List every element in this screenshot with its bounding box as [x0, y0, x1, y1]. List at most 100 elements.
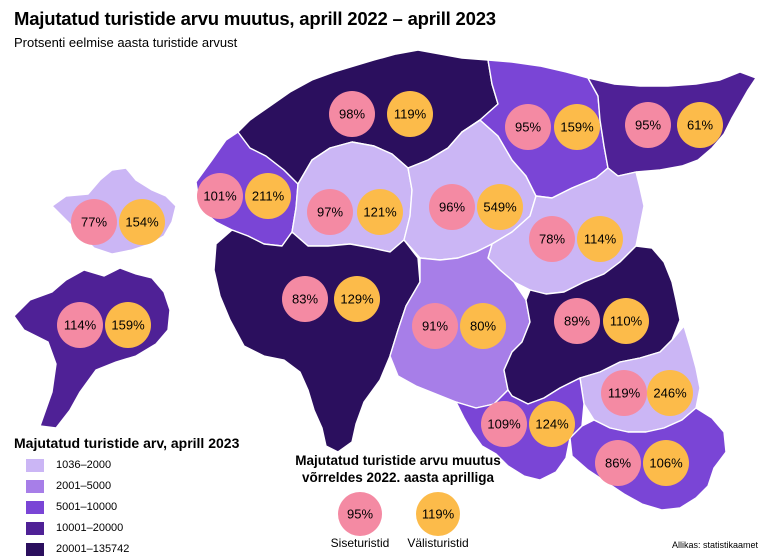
domestic-bubble-parnumaa-label: 83%	[292, 292, 318, 307]
foreign-bubble-vorumaa-circle	[643, 440, 689, 486]
domestic-bubble-polvamaa-circle	[601, 370, 647, 416]
foreign-bubble-saaremaa-label: 159%	[111, 318, 145, 333]
legend-domestic-bubble: 95%	[338, 492, 382, 536]
foreign-bubble-saaremaa-circle	[105, 302, 151, 348]
foreign-bubble-polvamaa: 246%	[647, 370, 693, 416]
domestic-bubble-jogevamaa: 78%	[529, 216, 575, 262]
foreign-bubble-raplamaa-circle	[357, 189, 403, 235]
domestic-bubble-jarvamaa-circle	[429, 184, 475, 230]
domestic-bubble-valgamaa-label: 109%	[487, 417, 521, 432]
source-note: Allikas: statistikaamet	[671, 540, 758, 550]
county-ida-virumaa[interactable]	[587, 71, 757, 177]
domestic-bubble-laanemaa: 101%	[197, 173, 243, 219]
domestic-bubble-saaremaa-label: 114%	[64, 318, 97, 333]
legend-swatch	[26, 479, 44, 493]
legend-item: 10001–20000	[26, 521, 123, 535]
legend-foreign-bubble-label: 119%	[422, 507, 455, 522]
foreign-bubble-valgamaa-circle	[529, 401, 575, 447]
domestic-bubble-tartumaa-circle	[554, 298, 600, 344]
foreign-bubble-harjumaa-label: 119%	[394, 107, 427, 122]
domestic-bubble-tartumaa: 89%	[554, 298, 600, 344]
foreign-bubble-jogevamaa-label: 114%	[584, 232, 617, 247]
foreign-bubble-polvamaa-label: 246%	[653, 386, 687, 401]
legend-label: 5001–10000	[56, 501, 118, 513]
domestic-bubble-parnumaa-circle	[282, 276, 328, 322]
domestic-bubble-ida-virumaa: 95%	[625, 102, 671, 148]
legend-title: Majutatud turistide arv, aprill 2023	[14, 435, 240, 451]
foreign-bubble-harjumaa: 119%	[387, 91, 433, 137]
foreign-bubble-laanemaa-label: 211%	[252, 189, 285, 204]
foreign-bubble-laane-virumaa-label: 159%	[560, 120, 594, 135]
domestic-bubble-viljandimaa-label: 91%	[422, 319, 448, 334]
foreign-bubble-polvamaa-circle	[647, 370, 693, 416]
foreign-bubble-laanemaa-circle	[245, 173, 291, 219]
domestic-bubble-laanemaa-label: 101%	[203, 189, 237, 204]
foreign-bubble-jarvamaa: 549%	[477, 184, 523, 230]
foreign-bubble-tartumaa: 110%	[603, 298, 649, 344]
foreign-bubble-tartumaa-circle	[603, 298, 649, 344]
domestic-bubble-harjumaa-label: 98%	[339, 107, 365, 122]
domestic-bubble-jogevamaa-label: 78%	[539, 232, 565, 247]
domestic-bubble-laane-virumaa-label: 95%	[515, 120, 541, 135]
foreign-bubble-vorumaa: 106%	[643, 440, 689, 486]
domestic-bubble-saaremaa: 114%	[57, 302, 103, 348]
domestic-bubble-vorumaa-label: 86%	[605, 456, 631, 471]
legend-label: 20001–135742	[56, 543, 130, 555]
domestic-bubble-jarvamaa: 96%	[429, 184, 475, 230]
domestic-bubble-tartumaa-label: 89%	[564, 314, 590, 329]
foreign-bubble-laane-virumaa-circle	[554, 104, 600, 150]
domestic-bubble-vorumaa: 86%	[595, 440, 641, 486]
foreign-bubble-hiiumaa: 154%	[119, 199, 165, 245]
legend-item: 5001–10000	[26, 500, 117, 514]
foreign-legend-label: Välisturistid	[407, 536, 469, 550]
foreign-bubble-saaremaa: 159%	[105, 302, 151, 348]
domestic-bubble-jarvamaa-label: 96%	[439, 200, 465, 215]
legend-swatch	[26, 542, 44, 556]
foreign-bubble-valgamaa: 124%	[529, 401, 575, 447]
county-saaremaa[interactable]	[13, 267, 171, 429]
domestic-bubble-hiiumaa-circle	[71, 199, 117, 245]
foreign-bubble-parnumaa-label: 129%	[340, 292, 374, 307]
domestic-bubble-ida-virumaa-circle	[625, 102, 671, 148]
domestic-bubble-raplamaa-circle	[307, 189, 353, 235]
foreign-bubble-hiiumaa-circle	[119, 199, 165, 245]
legend-item: 1036–2000	[26, 458, 111, 472]
foreign-bubble-ida-virumaa: 61%	[677, 102, 723, 148]
domestic-bubble-viljandimaa: 91%	[412, 303, 458, 349]
change-legend-title-line1: Majutatud turistide arvu muutus	[295, 453, 501, 468]
map-subtitle: Protsenti eelmise aasta turistide arvust	[14, 35, 238, 50]
foreign-bubble-viljandimaa-circle	[460, 303, 506, 349]
legend-item: 2001–5000	[26, 479, 111, 493]
legend-label: 1036–2000	[56, 459, 112, 471]
domestic-bubble-vorumaa-circle	[595, 440, 641, 486]
foreign-bubble-tartumaa-label: 110%	[610, 314, 643, 329]
domestic-bubble-harjumaa: 98%	[329, 91, 375, 137]
legend-swatch	[26, 458, 44, 472]
legend-domestic-bubble-circle	[338, 492, 382, 536]
domestic-bubble-viljandimaa-circle	[412, 303, 458, 349]
legend-swatch	[26, 521, 44, 535]
domestic-bubble-laane-virumaa-circle	[505, 104, 551, 150]
foreign-bubble-jarvamaa-label: 549%	[483, 200, 517, 215]
legend-label: 10001–20000	[56, 522, 124, 534]
domestic-bubble-valgamaa: 109%	[481, 401, 527, 447]
foreign-bubble-ida-virumaa-circle	[677, 102, 723, 148]
foreign-bubble-ida-virumaa-label: 61%	[687, 118, 713, 133]
foreign-bubble-raplamaa: 121%	[357, 189, 403, 235]
domestic-bubble-saaremaa-circle	[57, 302, 103, 348]
change-legend-title-line2: võrreldes 2022. aasta aprilliga	[301, 470, 495, 485]
foreign-bubble-jarvamaa-circle	[477, 184, 523, 230]
county-parnumaa[interactable]	[213, 229, 421, 453]
legend-label: 2001–5000	[56, 480, 112, 492]
domestic-bubble-valgamaa-circle	[481, 401, 527, 447]
foreign-bubble-laane-virumaa: 159%	[554, 104, 600, 150]
domestic-bubble-raplamaa-label: 97%	[317, 205, 343, 220]
domestic-bubble-polvamaa: 119%	[601, 370, 647, 416]
domestic-bubble-raplamaa: 97%	[307, 189, 353, 235]
foreign-bubble-valgamaa-label: 124%	[535, 417, 569, 432]
domestic-bubble-hiiumaa: 77%	[71, 199, 117, 245]
foreign-bubble-hiiumaa-label: 154%	[125, 215, 159, 230]
domestic-bubble-ida-virumaa-label: 95%	[635, 118, 661, 133]
domestic-legend-label: Siseturistid	[330, 536, 390, 550]
